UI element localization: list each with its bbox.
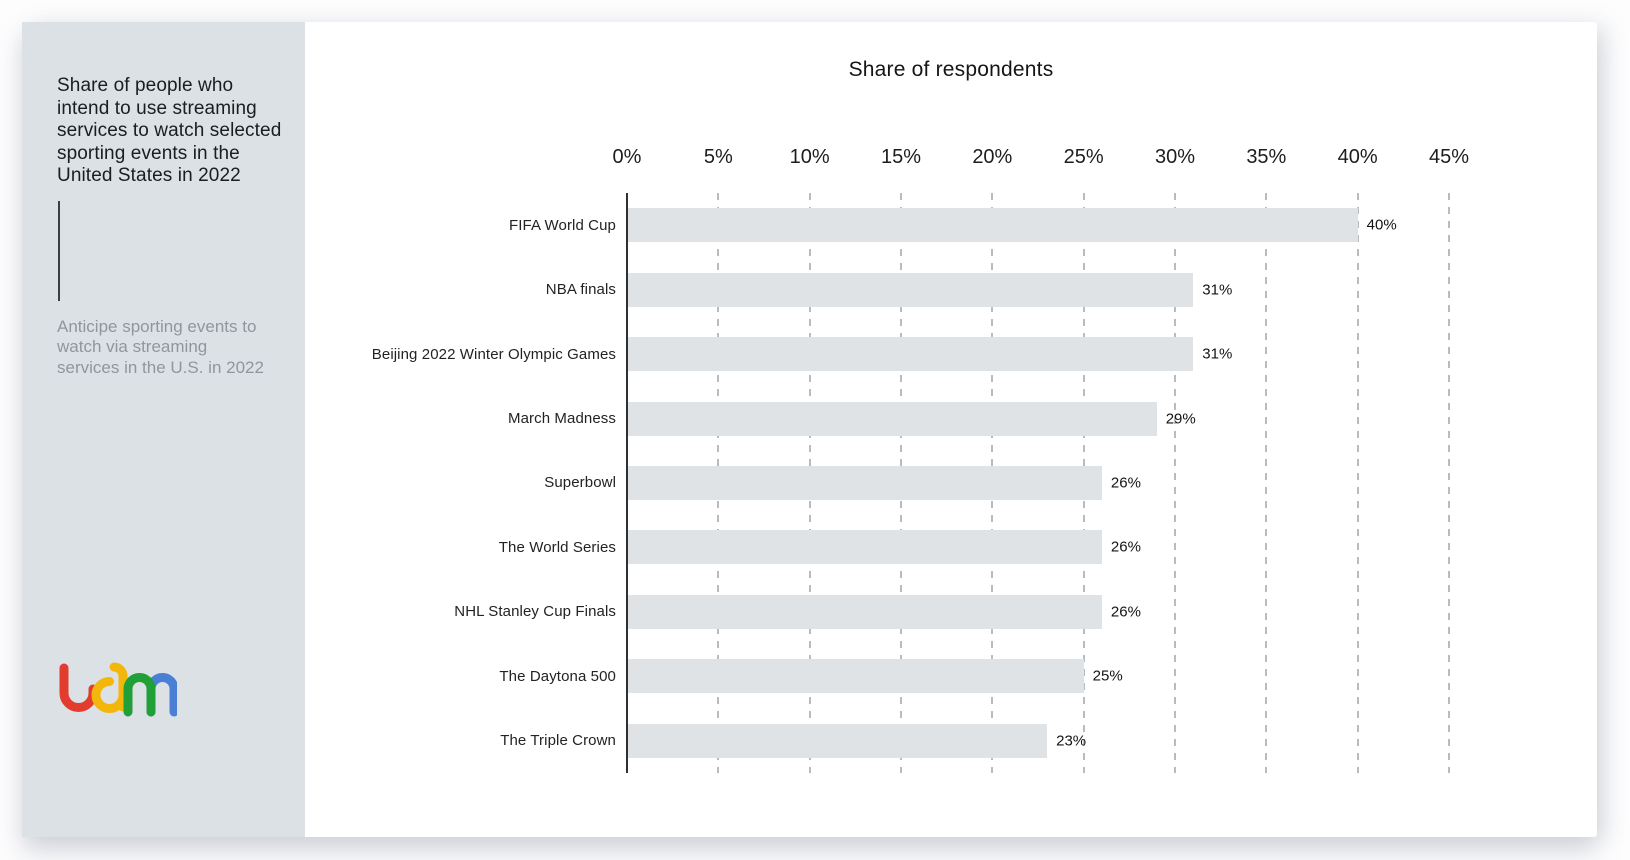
gridline bbox=[1265, 193, 1268, 773]
gridline bbox=[1356, 193, 1359, 773]
bar-row: The Triple Crown 23% bbox=[500, 709, 1449, 773]
bar: 31% bbox=[627, 272, 1232, 307]
axis-tick-labels: 0% 5% 10% 15% 20% 25% 30% 35% 40% 45% bbox=[613, 146, 1469, 170]
logo-letter-d bbox=[91, 662, 128, 713]
category-label: Beijing 2022 Winter Olympic Games bbox=[371, 345, 616, 363]
bar: 40% bbox=[627, 208, 1397, 243]
bar-row: The Daytona 500 25% bbox=[499, 644, 1449, 708]
chart-title: Share of respondents bbox=[848, 58, 1054, 81]
x-tick-label: 40% bbox=[1337, 146, 1378, 168]
bar-row: Superbowl 26% bbox=[544, 451, 1449, 515]
x-tick-label: 30% bbox=[1154, 146, 1195, 168]
x-tick-label: 20% bbox=[972, 146, 1013, 168]
value-label: 26% bbox=[1110, 603, 1141, 621]
value-label: 23% bbox=[1056, 732, 1087, 750]
x-tick-label: 35% bbox=[1246, 146, 1287, 168]
x-tick-label: 5% bbox=[703, 146, 733, 168]
x-tick-label: 25% bbox=[1063, 146, 1104, 168]
bar-row: March Madness 29% bbox=[508, 386, 1449, 450]
category-label: The Triple Crown bbox=[500, 732, 616, 750]
value-label: 26% bbox=[1110, 474, 1141, 492]
bar-row: NHL Stanley Cup Finals 26% bbox=[454, 580, 1449, 644]
sidebar: Share of people who intend to use stream… bbox=[22, 22, 305, 837]
bar: 26% bbox=[627, 530, 1141, 565]
category-label: March Madness bbox=[507, 410, 616, 428]
x-tick-label: 15% bbox=[880, 146, 921, 168]
logo-letter-l bbox=[59, 663, 98, 712]
category-label: FIFA World Cup bbox=[509, 216, 616, 234]
infographic-card: Share of people who intend to use stream… bbox=[22, 22, 1597, 837]
category-label: The Daytona 500 bbox=[499, 667, 616, 685]
bar: 31% bbox=[627, 337, 1232, 372]
y-axis-line bbox=[626, 193, 628, 773]
bar: 29% bbox=[627, 401, 1196, 436]
ldm-logo bbox=[55, 662, 179, 725]
bar-row: The World Series 26% bbox=[499, 515, 1449, 579]
value-label: 29% bbox=[1165, 410, 1196, 428]
bar-row: Beijing 2022 Winter Olympic Games 31% bbox=[372, 322, 1449, 386]
chart-area: Share of respondents 0% 5% 10% 15% 20% 25% 30%… bbox=[305, 22, 1597, 837]
category-label: NHL Stanley Cup Finals bbox=[454, 603, 616, 621]
logo-letter-m-left bbox=[123, 673, 156, 717]
value-label: 25% bbox=[1092, 667, 1123, 685]
gridline bbox=[1173, 193, 1176, 773]
category-label: The World Series bbox=[498, 538, 616, 556]
category-label: NBA finals bbox=[545, 281, 616, 299]
gridline bbox=[1448, 193, 1450, 773]
bar: 23% bbox=[627, 723, 1086, 758]
sidebar-divider-line bbox=[58, 200, 60, 301]
bar: 26% bbox=[627, 465, 1141, 500]
sidebar-subtitle: Anticipe sporting events to watch via st… bbox=[57, 316, 264, 377]
bar-row: NBA finals 31% bbox=[546, 257, 1449, 321]
x-tick-label: 45% bbox=[1428, 146, 1470, 168]
x-tick-label: 10% bbox=[789, 146, 830, 168]
plot-wrap: 0% 5% 10% 15% 20% 25% 30% 35% 40% 45% FIFA World … bbox=[372, 146, 1469, 773]
sidebar-title: Share of people who intend to use stream… bbox=[57, 75, 282, 186]
value-label: 40% bbox=[1366, 216, 1397, 234]
bar: 26% bbox=[627, 594, 1141, 629]
bar: 25% bbox=[627, 659, 1123, 694]
value-label: 31% bbox=[1202, 345, 1233, 363]
value-label: 31% bbox=[1202, 281, 1233, 299]
category-label: Superbowl bbox=[544, 474, 616, 492]
x-tick-label: 0% bbox=[612, 146, 642, 168]
value-label: 26% bbox=[1110, 538, 1141, 556]
plot-area: FIFA World Cup 40% NBA finals 31% Beijing 20… bbox=[372, 193, 1450, 773]
bar-row: FIFA World Cup 40% bbox=[509, 193, 1449, 257]
